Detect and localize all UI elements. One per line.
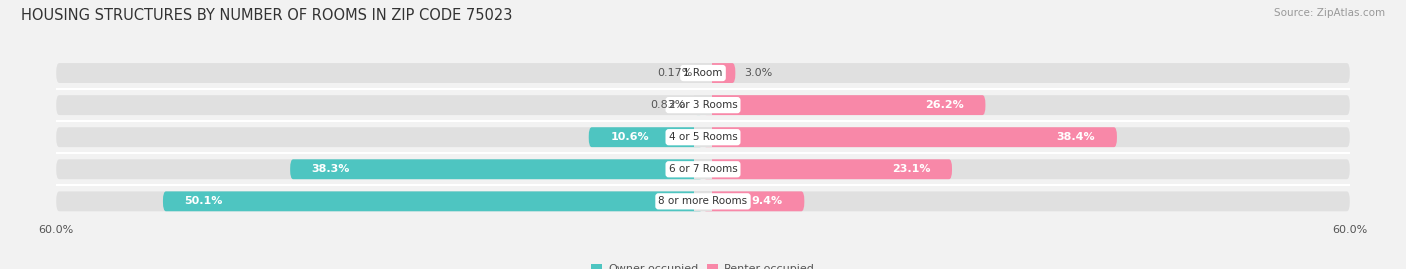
FancyBboxPatch shape xyxy=(703,95,986,115)
Bar xyxy=(695,127,711,147)
Text: 9.4%: 9.4% xyxy=(752,196,783,206)
Text: 2 or 3 Rooms: 2 or 3 Rooms xyxy=(669,100,737,110)
FancyBboxPatch shape xyxy=(695,95,703,115)
FancyBboxPatch shape xyxy=(290,159,703,179)
FancyBboxPatch shape xyxy=(56,95,1350,115)
Text: 0.83%: 0.83% xyxy=(650,100,686,110)
Text: 3.0%: 3.0% xyxy=(744,68,772,78)
Bar xyxy=(695,63,711,83)
FancyBboxPatch shape xyxy=(163,192,703,211)
Text: HOUSING STRUCTURES BY NUMBER OF ROOMS IN ZIP CODE 75023: HOUSING STRUCTURES BY NUMBER OF ROOMS IN… xyxy=(21,8,512,23)
Text: 4 or 5 Rooms: 4 or 5 Rooms xyxy=(669,132,737,142)
FancyBboxPatch shape xyxy=(702,63,703,83)
FancyBboxPatch shape xyxy=(56,127,1350,147)
Text: 1 Room: 1 Room xyxy=(683,68,723,78)
Text: 23.1%: 23.1% xyxy=(891,164,931,174)
Bar xyxy=(695,159,711,179)
Text: 6 or 7 Rooms: 6 or 7 Rooms xyxy=(669,164,737,174)
Legend: Owner-occupied, Renter-occupied: Owner-occupied, Renter-occupied xyxy=(586,259,820,269)
FancyBboxPatch shape xyxy=(703,63,735,83)
Text: 50.1%: 50.1% xyxy=(184,196,224,206)
Text: 10.6%: 10.6% xyxy=(610,132,650,142)
FancyBboxPatch shape xyxy=(56,63,1350,83)
Text: 38.4%: 38.4% xyxy=(1057,132,1095,142)
Text: 0.17%: 0.17% xyxy=(657,68,693,78)
FancyBboxPatch shape xyxy=(589,127,703,147)
FancyBboxPatch shape xyxy=(703,127,1116,147)
FancyBboxPatch shape xyxy=(703,192,804,211)
Text: Source: ZipAtlas.com: Source: ZipAtlas.com xyxy=(1274,8,1385,18)
Text: 8 or more Rooms: 8 or more Rooms xyxy=(658,196,748,206)
FancyBboxPatch shape xyxy=(56,159,1350,179)
Bar xyxy=(695,192,711,211)
Text: 26.2%: 26.2% xyxy=(925,100,965,110)
Bar xyxy=(695,95,711,115)
FancyBboxPatch shape xyxy=(56,192,1350,211)
Text: 38.3%: 38.3% xyxy=(312,164,350,174)
FancyBboxPatch shape xyxy=(703,159,952,179)
